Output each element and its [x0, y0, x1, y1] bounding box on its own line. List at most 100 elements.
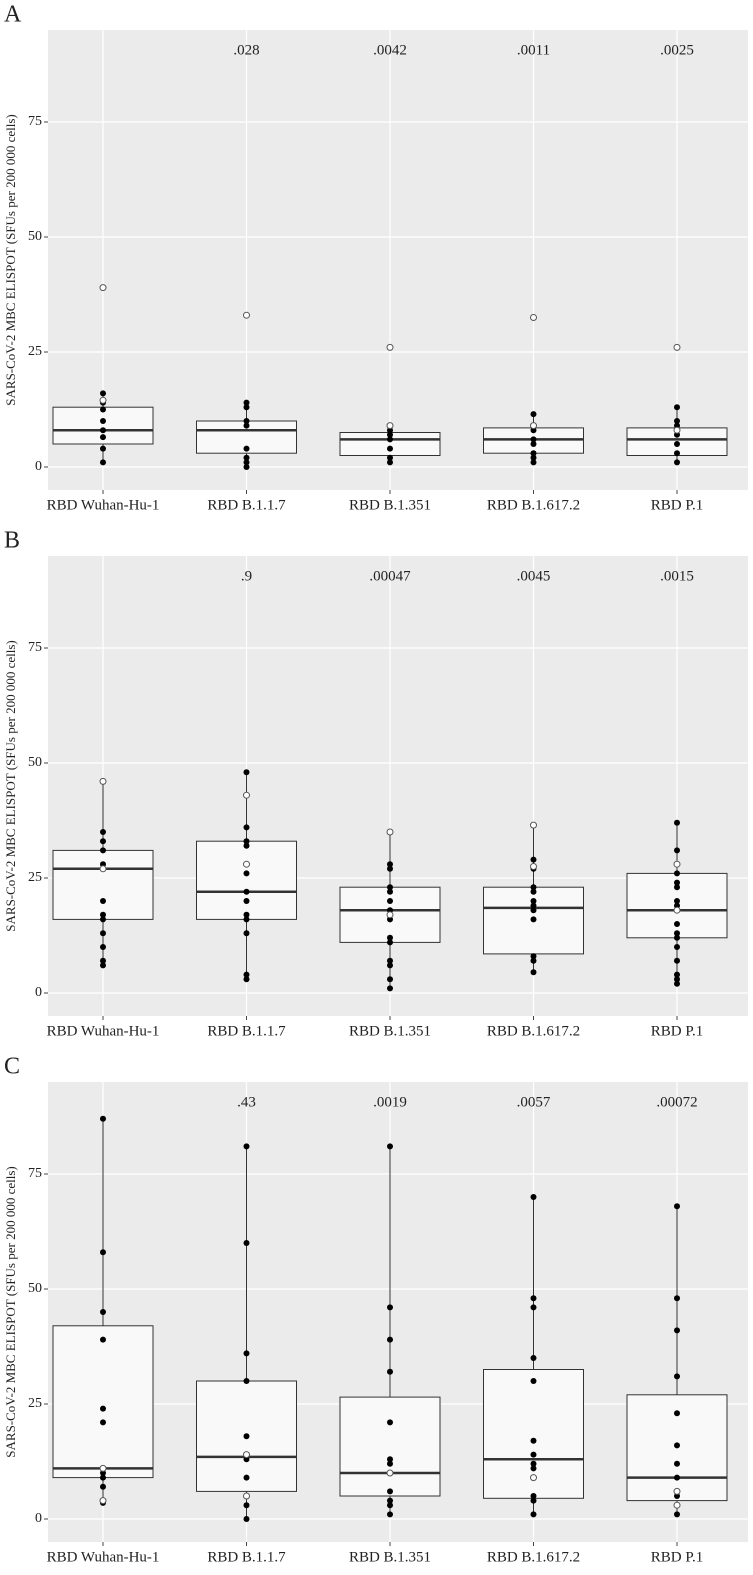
open-point: [530, 1474, 537, 1482]
point: [387, 957, 393, 964]
point: [674, 980, 680, 987]
point: [243, 399, 250, 406]
point: [100, 1115, 106, 1122]
point: [243, 459, 250, 466]
x-tick-label: RBD Wuhan-Hu-1: [47, 1549, 160, 1565]
y-tick-label: 75: [28, 114, 42, 129]
y-axis-label: SARS-CoV-2 MBC ELISPOT (SFUs per 200 000…: [3, 114, 18, 405]
open-point: [530, 422, 537, 430]
y-tick-label: 75: [28, 1166, 42, 1181]
point: [674, 1295, 680, 1302]
point: [387, 985, 393, 992]
point: [387, 861, 393, 868]
open-point: [530, 863, 537, 870]
point: [674, 921, 680, 927]
x-tick-label: RBD B.1.1.7: [207, 1549, 286, 1565]
open-point: [673, 1487, 681, 1495]
open-point: [99, 1464, 107, 1472]
point: [530, 888, 537, 895]
point: [243, 1240, 250, 1246]
point: [243, 454, 250, 461]
point: [530, 1437, 537, 1444]
point: [674, 1442, 680, 1449]
point: [387, 454, 393, 461]
point: [387, 459, 393, 466]
point: [530, 441, 537, 447]
point: [530, 856, 537, 863]
point: [387, 939, 393, 946]
y-axis-label: SARS-CoV-2 MBC ELISPOT (SFUs per 200 000…: [3, 1166, 18, 1457]
point: [530, 969, 537, 976]
point: [387, 1497, 393, 1504]
point: [530, 454, 537, 461]
box: [339, 1396, 441, 1497]
point: [674, 1511, 680, 1518]
point: [100, 1249, 106, 1256]
box: [52, 1325, 154, 1479]
open-point: [99, 1497, 107, 1505]
y-tick-label: 0: [35, 985, 42, 1000]
point: [243, 445, 250, 452]
point: [387, 934, 393, 941]
point: [100, 427, 106, 434]
x-tick-label: RBD B.1.617.2: [487, 1549, 580, 1565]
p-value: .0015: [660, 568, 694, 584]
open-point: [530, 314, 537, 321]
open-point: [386, 1469, 394, 1477]
point: [243, 1350, 250, 1357]
point: [100, 916, 106, 923]
point: [243, 971, 250, 978]
panel-label: C: [4, 1054, 20, 1080]
point: [530, 1511, 537, 1518]
x-tick-label: RBD B.1.351: [349, 1549, 431, 1565]
point: [530, 459, 537, 466]
point: [387, 1304, 393, 1311]
point: [100, 962, 106, 969]
x-tick-label: RBD B.1.1.7: [207, 497, 286, 513]
y-tick-label: 0: [35, 1511, 42, 1526]
open-point: [673, 426, 681, 434]
p-value: .00072: [656, 1094, 697, 1110]
point: [243, 976, 250, 983]
p-value: .0025: [660, 42, 694, 58]
p-value: .0045: [517, 568, 551, 584]
x-tick-label: RBD P.1: [651, 1549, 704, 1565]
x-tick-label: RBD B.1.351: [349, 1023, 431, 1039]
point: [530, 1304, 537, 1311]
point: [243, 930, 250, 937]
open-point: [673, 860, 681, 868]
x-tick-label: RBD B.1.617.2: [487, 1023, 580, 1039]
y-tick-label: 25: [28, 344, 42, 359]
point: [530, 957, 537, 964]
p-value: .00047: [369, 568, 411, 584]
open-point: [673, 343, 681, 351]
p-value: .0042: [373, 42, 407, 58]
point: [674, 971, 680, 978]
point: [387, 1511, 393, 1518]
point: [100, 829, 106, 835]
point: [674, 879, 680, 886]
point: [674, 819, 680, 826]
point: [674, 1410, 680, 1417]
point: [674, 418, 680, 424]
point: [243, 1143, 250, 1150]
point: [243, 824, 250, 831]
point: [387, 884, 393, 891]
point: [243, 418, 250, 424]
open-point: [243, 311, 250, 319]
point: [100, 847, 106, 854]
point: [100, 911, 106, 918]
point: [530, 884, 537, 891]
point: [674, 1203, 680, 1210]
point: [100, 459, 106, 466]
point: [100, 418, 106, 424]
point: [530, 1451, 537, 1458]
open-point: [99, 284, 107, 292]
point: [387, 865, 393, 872]
point: [243, 422, 250, 429]
point: [100, 445, 106, 452]
open-point: [243, 1492, 250, 1500]
point: [674, 898, 680, 904]
y-tick-label: 0: [35, 459, 42, 474]
open-point: [243, 860, 250, 868]
